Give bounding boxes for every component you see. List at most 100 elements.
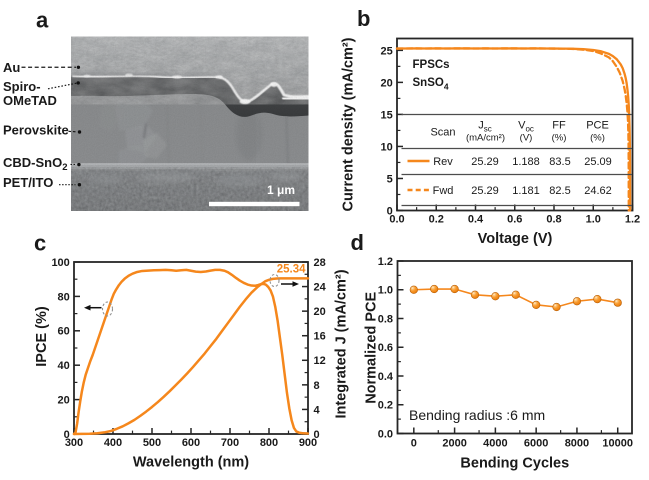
y-tick-label: 80: [58, 291, 70, 303]
series-curve-ipce: [72, 268, 310, 436]
sem-marker-dots: [76, 65, 82, 187]
y-tick-label: 15: [381, 109, 393, 121]
y2-tick-label: 20: [314, 306, 326, 318]
x-tick-label: 0.8: [546, 213, 561, 225]
panel-b-xlabel: Voltage (V): [478, 231, 553, 247]
label-pet-ito: PET/ITO: [3, 175, 53, 190]
panel-b-axes: 0.0 0.2 0.4 0.6 0.8 1.0 1.2 0 5 10 15 20 25: [381, 37, 640, 225]
scale-bar-label: 1 μm: [267, 183, 295, 197]
data-point-marker: [430, 284, 439, 294]
data-point-marker: [613, 298, 622, 307]
table-header-pce: PCE: [586, 119, 609, 131]
data-point-marker: [552, 302, 561, 312]
panel-c-curves: [72, 268, 310, 436]
y-tick-label: 20: [58, 395, 70, 407]
label-perovskite: Perovskite: [3, 123, 69, 138]
y2-tick-label: 0: [314, 429, 320, 441]
panel-b-label-fpscs: FPSCs: [413, 59, 450, 71]
data-point-marker: [593, 294, 602, 304]
left-arrow-head: [84, 304, 91, 311]
table-row-rev-pce: 25.09: [584, 156, 612, 168]
spiro-marker-dot: [76, 81, 80, 85]
y-tick-label: 0.8: [378, 313, 393, 325]
sem-leader-lines: [21, 66, 77, 186]
sem-layer-annotations: Au Spiro- OMeTAD Perovskite CBD-SnO2 PET…: [3, 60, 82, 190]
x-tick-label: 6000: [524, 437, 548, 449]
series-curve-rev: [395, 47, 632, 212]
integrated-j-dashed-ellipse: [269, 273, 280, 288]
data-point-marker: [491, 292, 500, 301]
y2-tick-label: 8: [314, 380, 320, 392]
panel-letter-d: d: [351, 230, 364, 255]
table-row-rev-scan: Rev: [433, 156, 453, 168]
table-header-ff: FF: [552, 119, 566, 131]
y-tick-label: 100: [51, 257, 69, 269]
table-row-fwd-voc: 1.181: [512, 185, 540, 197]
table-header-jsc: Jsc: [478, 119, 492, 133]
label-spiro-line2: OMeTAD: [3, 93, 57, 108]
x-tick-label: 800: [260, 437, 278, 449]
y-tick-label: 5: [387, 173, 393, 185]
panel-d-inplot-label: Bending radius :6 mm: [409, 407, 545, 423]
panel-d-ylabel: Normalized PCE: [363, 291, 379, 403]
table-row-fwd-scan: Fwd: [433, 185, 454, 197]
table-row-fwd-jsc: 25.29: [471, 185, 499, 197]
table-header-voc: Voc: [518, 119, 534, 133]
panel-letter-c: c: [34, 230, 46, 255]
y-tick-label: 1.2: [378, 256, 393, 268]
pet-marker-dot: [77, 183, 82, 187]
plot-frame: [73, 261, 309, 435]
panel-c-ylabel: IPCE (%): [34, 306, 50, 367]
panel-b-table: Scan Jsc (mA/cm²) Voc (V) FF (%) PCE (%)…: [401, 113, 632, 207]
ipce-dashed-ellipse: [101, 301, 114, 317]
x-tick-label: 0.2: [429, 213, 444, 225]
table-header-pce-units: (%): [590, 133, 605, 144]
data-point-marker: [450, 284, 459, 294]
y-tick-label: 20: [381, 77, 393, 89]
panel-c-annotation-value: 25.34: [277, 264, 306, 276]
panel-c-annotation-marks: [84, 273, 299, 317]
table-row-rev-voc: 1.188: [512, 156, 540, 168]
series-curve-integrated-j: [72, 277, 310, 436]
y2-tick-label: 12: [314, 355, 326, 367]
spiro-leader-line: [47, 82, 77, 90]
y-tick-label: 1.0: [378, 285, 393, 297]
panel-b-ylabel: Current density (mA/cm²): [341, 37, 357, 211]
y2-tick-label: 16: [314, 331, 326, 343]
y-tick-label: 0.6: [378, 342, 393, 354]
y-tick-label: 40: [58, 360, 70, 372]
table-row-fwd-pce: 24.62: [584, 185, 612, 197]
au-marker-dot: [76, 65, 81, 70]
x-tick-label: 300: [65, 437, 83, 449]
x-tick-label: 4000: [483, 437, 507, 449]
y-tick-label: 60: [58, 326, 70, 338]
data-point-marker: [409, 285, 418, 294]
sem-grain-overlay: [71, 36, 309, 211]
panel-b-curves: [395, 47, 632, 212]
table-header-jsc-units: (mA/cm²): [466, 133, 505, 144]
label-cbd-sno2: CBD-SnO2: [3, 155, 68, 173]
x-tick-label: 700: [221, 437, 239, 449]
y-tick-label: 0: [387, 205, 393, 217]
panel-c-y2label: Integrated J (mA/cm²): [334, 269, 350, 418]
panel-d-curves: [409, 284, 622, 312]
x-tick-label: 900: [299, 437, 317, 449]
data-point-marker: [572, 297, 582, 306]
x-tick-label: 500: [143, 437, 161, 449]
x-tick-label: 400: [104, 437, 122, 449]
x-tick-label: 1.0: [586, 213, 601, 225]
panel-letter-b: b: [357, 6, 370, 31]
x-tick-label: 0.6: [507, 213, 522, 225]
y2-tick-label: 4: [314, 404, 321, 416]
panel-d-axes: 0 2000 4000 6000 8000 10000 0.0 0.2 0.4 0.6 0.8 1.0…: [378, 256, 633, 449]
x-tick-label: 2000: [442, 437, 466, 449]
x-tick-label: 10000: [602, 437, 633, 449]
y-tick-label: 25: [381, 45, 393, 57]
y-tick-label: 10: [381, 141, 393, 153]
label-au: Au: [3, 60, 20, 75]
table-row-fwd-ff: 82.5: [549, 185, 570, 197]
x-tick-label: 1.2: [625, 213, 640, 225]
table-row-rev-jsc: 25.29: [471, 156, 499, 168]
